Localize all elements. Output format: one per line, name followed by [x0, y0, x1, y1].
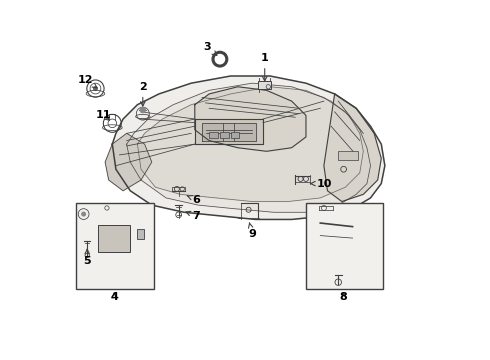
Circle shape [140, 107, 146, 113]
Polygon shape [105, 134, 152, 191]
Bar [98, 225, 130, 252]
Text: 1: 1 [261, 53, 269, 81]
Text: 11: 11 [96, 111, 111, 121]
Circle shape [212, 51, 228, 67]
Polygon shape [137, 87, 364, 202]
Bar [338, 151, 358, 160]
Bar [209, 132, 218, 138]
Bar [231, 132, 239, 138]
Polygon shape [195, 87, 306, 151]
Polygon shape [315, 214, 360, 249]
Polygon shape [324, 94, 381, 202]
Circle shape [81, 212, 86, 217]
Polygon shape [112, 76, 385, 220]
Text: 6: 6 [187, 195, 200, 205]
Text: 10: 10 [310, 179, 332, 189]
Text: 4: 4 [110, 292, 118, 302]
Bar [258, 81, 271, 89]
Circle shape [93, 86, 98, 91]
Bar [137, 229, 144, 239]
Text: 2: 2 [139, 82, 147, 106]
Bar [220, 132, 228, 138]
Text: 7: 7 [186, 211, 200, 221]
Bar [306, 203, 383, 289]
Circle shape [215, 54, 225, 64]
Polygon shape [195, 119, 263, 144]
Text: 8: 8 [340, 292, 347, 302]
Text: 9: 9 [248, 223, 256, 239]
Text: 5: 5 [83, 249, 91, 266]
Polygon shape [85, 213, 141, 259]
Polygon shape [202, 123, 256, 140]
Polygon shape [126, 83, 370, 212]
Bar [76, 203, 153, 289]
Text: 12: 12 [78, 75, 97, 88]
Text: 3: 3 [203, 42, 217, 55]
